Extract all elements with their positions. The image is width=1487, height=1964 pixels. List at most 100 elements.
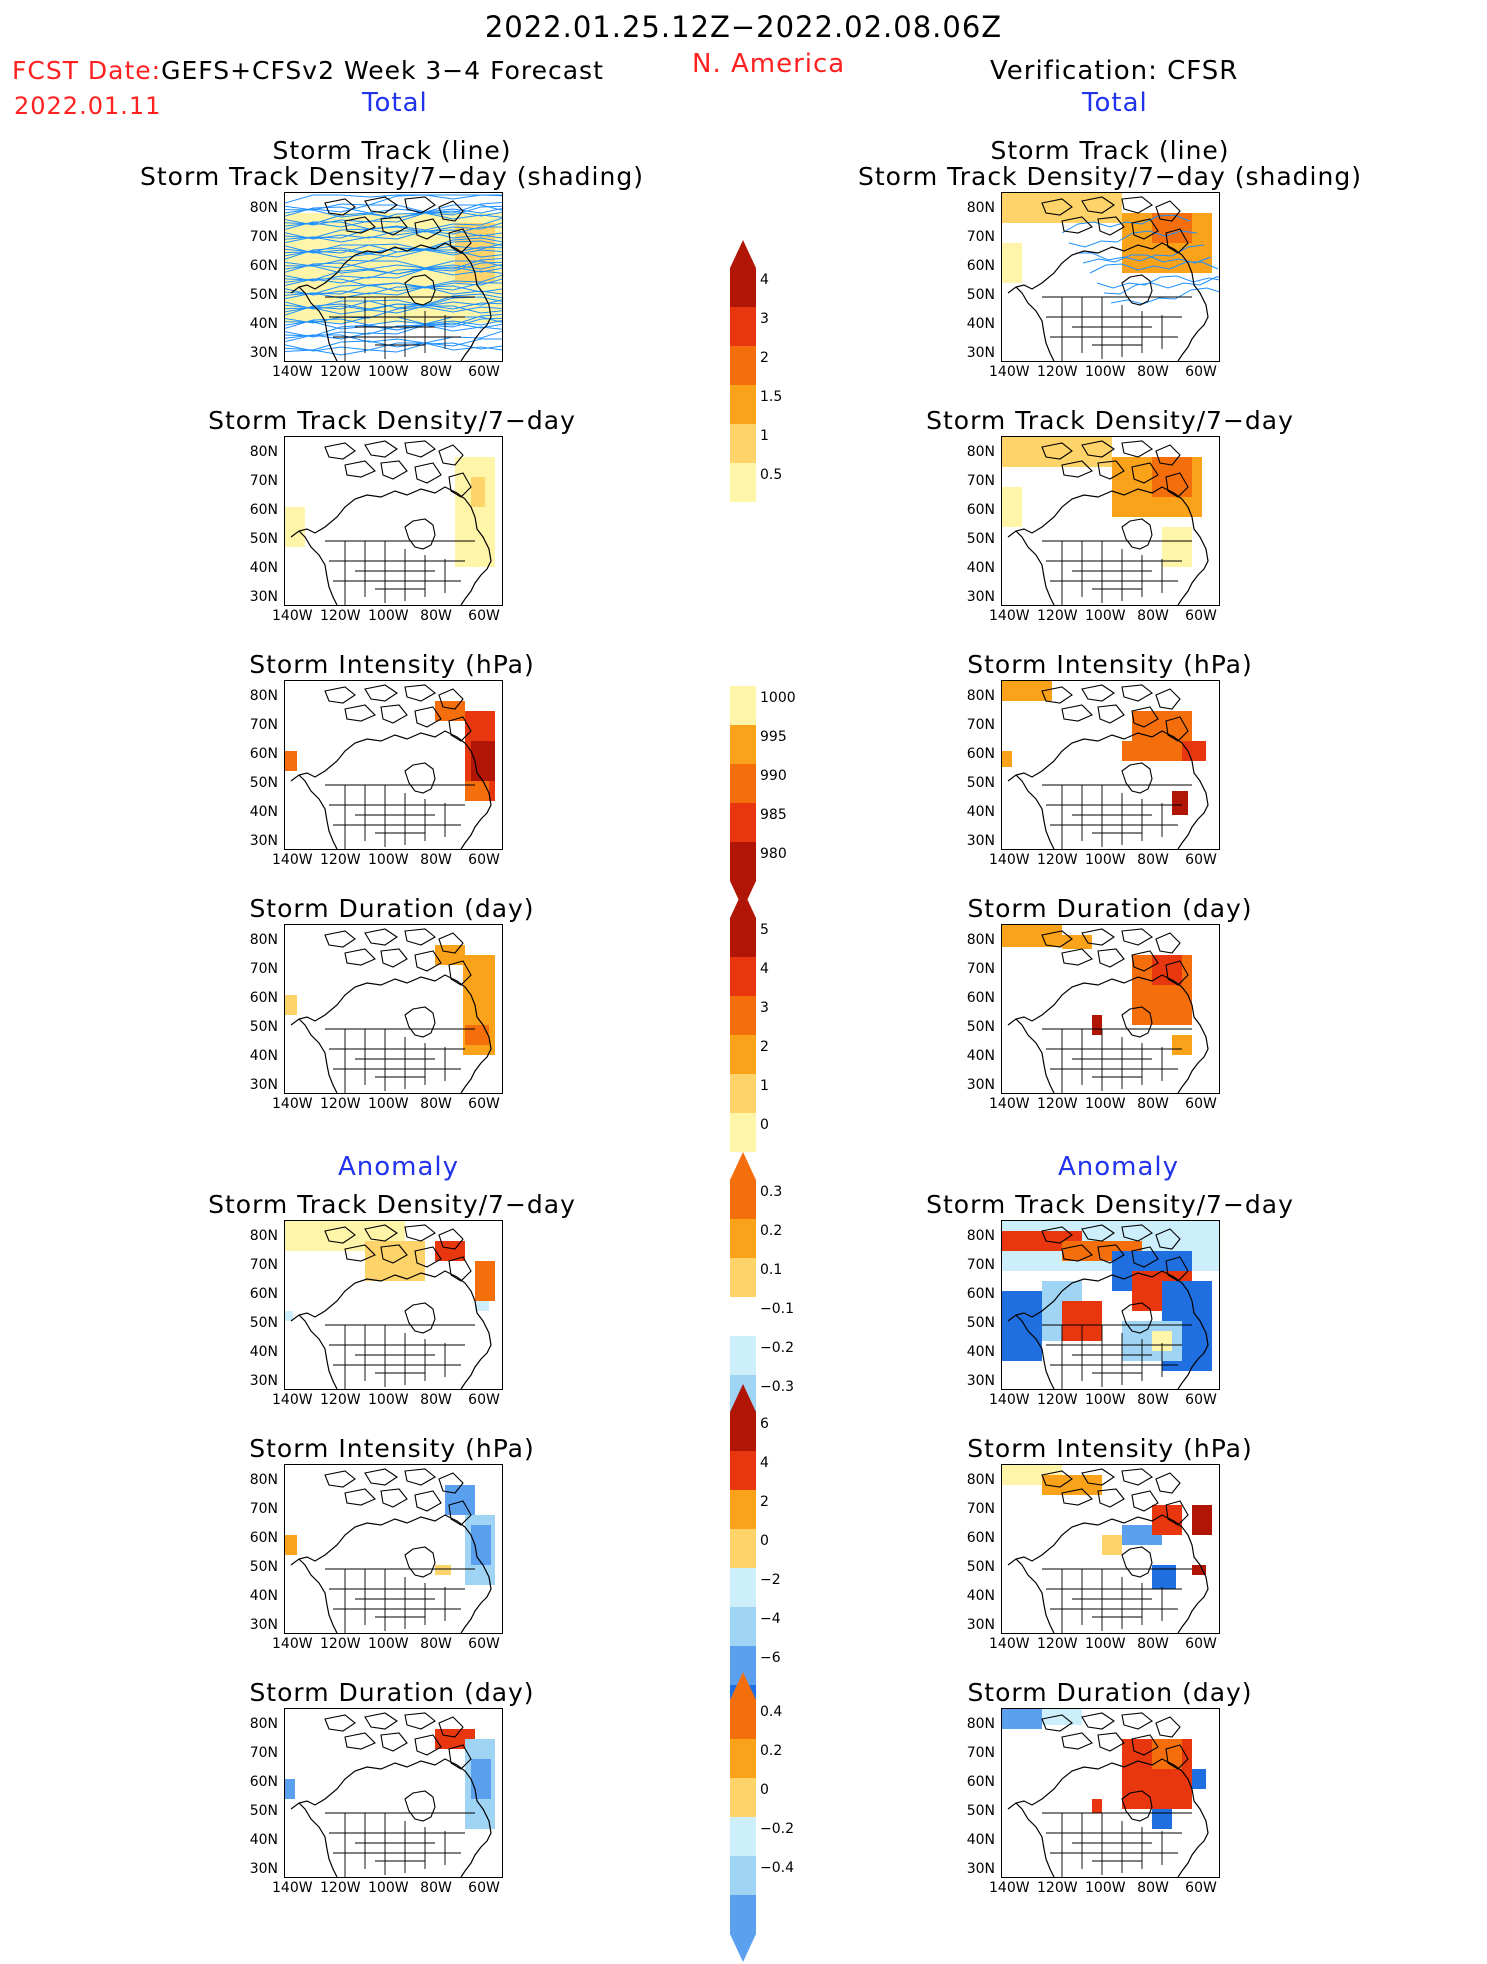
lat-tick-L3-2: 60N [249,990,278,1006]
island-R4-3 [1155,1228,1181,1250]
colorbar-label-total_duration-0: 5 [760,922,769,938]
coastline-L6 [290,1758,492,1877]
map-svg-R0 [1002,193,1219,361]
island-L0-2 [404,196,436,214]
lat-tick-L2-4: 40N [249,804,278,820]
colorbar-seg-total_duration-3 [730,1035,756,1074]
lon-tick-L5-4: 60W [468,1636,500,1652]
island-R6-4 [1061,1732,1093,1750]
lon-tick-L1-0: 140W [272,608,313,624]
island-L1-0 [324,442,356,460]
lon-tick-L4-4: 60W [468,1392,500,1408]
lon-tick-R6-1: 120W [1037,1880,1078,1896]
island-R5-1 [1081,1468,1115,1486]
storm-track-L0-15 [285,249,502,259]
panel-title-L4-0: Storm Track Density/7−day [208,1190,576,1219]
lat-tick-R0-3: 50N [966,287,995,303]
map-panel-L1 [284,436,503,606]
hudson-bay-L2 [404,762,436,794]
lat-tick-R4-2: 60N [966,1286,995,1302]
storm-track-R0-4 [1089,261,1219,274]
lat-tick-R4-1: 70N [966,1257,995,1273]
lat-tick-R4-4: 40N [966,1344,995,1360]
lon-tick-R3-4: 60W [1185,1096,1217,1112]
panel-title-R0-0: Storm Track (line) [990,136,1230,165]
west-coast-L6 [298,1802,338,1877]
island-L4-4 [344,1244,376,1262]
lat-tick-L5-0: 80N [249,1472,278,1488]
colorbar-label-anom_density-2: 0.1 [760,1262,783,1278]
island-L1-3 [438,444,464,466]
panel-title-R0-1: Storm Track Density/7−day (shading) [858,162,1362,191]
island-R1-7 [1165,472,1189,498]
shade-R6-6 [1092,1799,1102,1813]
west-coast-R6 [1015,1802,1055,1877]
map-svg-L1 [285,440,495,605]
lon-tick-R2-3: 80W [1137,852,1169,868]
storm-track-L0-44 [285,338,502,351]
island-L6-7 [448,1744,472,1770]
colorbar-seg-total_duration-4 [730,1074,756,1113]
shade-R2-0 [1002,681,1052,701]
lon-tick-R4-3: 80W [1137,1392,1169,1408]
shade-R5-7 [1102,1535,1122,1555]
island-L4-5 [380,1244,408,1264]
island-R5-4 [1061,1488,1093,1506]
coastline-L3 [290,974,492,1093]
lat-tick-L4-3: 50N [249,1315,278,1331]
lon-tick-L6-4: 60W [468,1880,500,1896]
lat-tick-R3-3: 50N [966,1019,995,1035]
colorbar-top-arrow-anom_intensity [730,1384,756,1412]
island-L0-5 [380,216,408,236]
shade-R0-0 [1002,193,1122,223]
lat-tick-L5-4: 40N [249,1588,278,1604]
island-L0-6 [414,218,442,240]
lon-tick-R0-2: 100W [1085,364,1126,380]
hudson-bay-R4 [1121,1302,1153,1334]
colorbar-label-anom_intensity-5: −4 [760,1611,781,1627]
storm-track-L0-12 [285,222,502,244]
colorbar-label-total_intensity-3: 985 [760,807,787,823]
lat-tick-L2-3: 50N [249,775,278,791]
shade-L5-2 [471,1525,491,1565]
storm-track-L0-27 [285,282,502,295]
colorbar-label-total_density-2: 2 [760,350,769,366]
shade-L5-3 [285,1535,297,1555]
colorbar-label-anom_density-0: 0.3 [760,1184,783,1200]
shade-L5-4 [435,1565,451,1575]
lat-tick-L6-4: 40N [249,1832,278,1848]
colorbar-label-total_intensity-4: 980 [760,846,787,862]
lat-tick-L3-3: 50N [249,1019,278,1035]
lat-tick-R3-4: 40N [966,1048,995,1064]
colorbar-seg-anom_density-2 [730,1258,756,1297]
storm-track-L0-35 [285,306,502,324]
colorbar-label-anom_duration-4: −0.4 [760,1860,794,1876]
storm-track-R0-6 [1103,276,1219,295]
island-R3-2 [1121,928,1153,946]
map-panel-L6 [284,1708,503,1878]
lon-tick-R0-3: 80W [1137,364,1169,380]
west-coast-L3 [298,1018,338,1093]
colorbar-label-total_intensity-0: 1000 [760,690,796,706]
island-R1-0 [1041,442,1073,460]
colorbar-seg-anom_duration-4 [730,1856,756,1895]
island-R6-5 [1097,1732,1125,1752]
island-R0-6 [1131,218,1159,240]
colorbar-seg-anom_density-1 [730,1219,756,1258]
coastline-R1 [1007,486,1209,605]
shade-L3-2 [285,995,297,1015]
colorbar-seg-anom_duration-3 [730,1817,756,1856]
lat-tick-L1-1: 70N [249,473,278,489]
lat-tick-R4-0: 80N [966,1228,995,1244]
lat-tick-R2-1: 70N [966,717,995,733]
island-L3-6 [414,950,442,972]
lat-tick-R0-5: 30N [966,345,995,361]
west-coast-R4 [1015,1314,1055,1389]
shade-R1-2 [1152,457,1192,497]
island-L2-2 [404,684,436,702]
coastline-L0 [290,242,492,361]
island-L2-1 [364,684,398,702]
lon-tick-L0-2: 100W [368,364,409,380]
shade-R5-4 [1192,1505,1212,1535]
lat-tick-R5-0: 80N [966,1472,995,1488]
